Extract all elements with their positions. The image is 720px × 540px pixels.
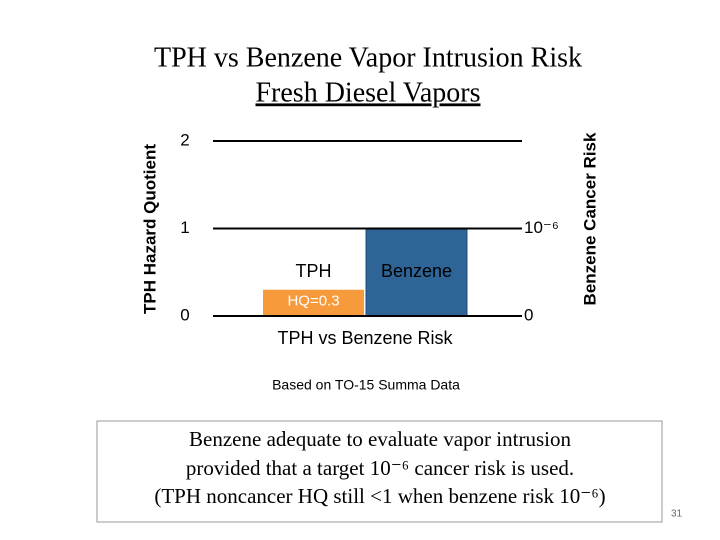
value-label: HQ=0.3 [287,293,339,310]
bar [365,228,468,317]
caption: Based on TO-15 Summa Data [272,377,460,393]
y2-tick-label: 0 [524,305,533,324]
page-number: 31 [671,509,683,520]
chart-subtitle: Fresh Diesel Vapors [255,77,480,108]
x-axis-title: TPH vs Benzene Risk [277,328,453,348]
chart-title: TPH vs Benzene Vapor Intrusion Risk [154,42,582,73]
category-label: Benzene [381,261,452,281]
y2-axis-title: Benzene Cancer Risk [580,132,599,305]
y-tick-label: 1 [180,218,189,237]
y-axis-title: TPH Hazard Quotient [140,144,159,314]
note-line: (TPH noncancer HQ still <1 when benzene … [154,484,605,508]
y-tick-label: 0 [180,305,189,324]
note-line: provided that a target 10⁻⁶ cancer risk … [186,456,574,480]
y-tick-label: 2 [180,130,189,149]
category-label: TPH [296,261,332,281]
note-line: Benzene adequate to evaluate vapor intru… [189,427,571,451]
y2-tick-label: 10⁻⁶ [524,218,559,237]
bar [263,289,364,316]
note-box [96,420,663,523]
